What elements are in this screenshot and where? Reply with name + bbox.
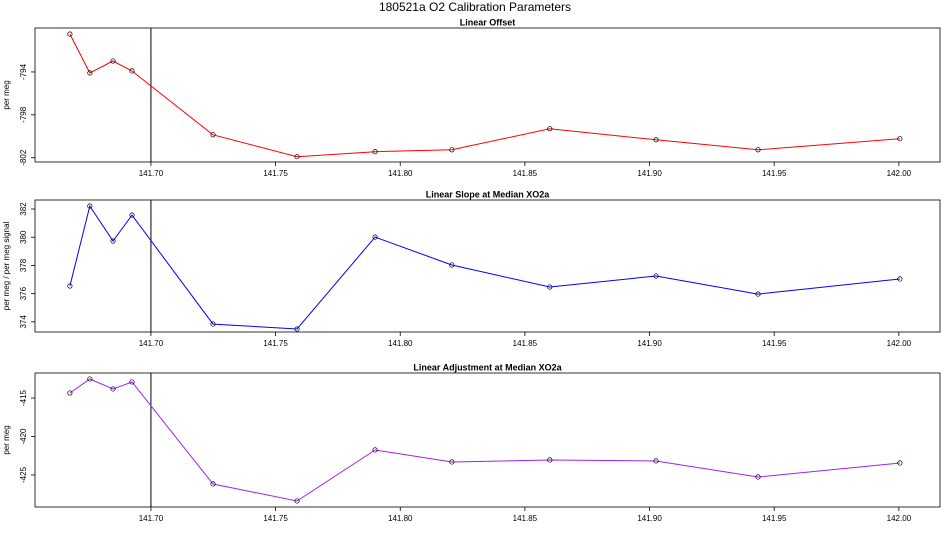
y-tick-label: 374	[19, 315, 28, 329]
data-point	[755, 147, 761, 153]
data-point	[755, 474, 761, 480]
x-tick-label: 141.80	[388, 514, 413, 523]
data-point	[547, 284, 553, 290]
data-point	[87, 203, 93, 209]
data-point	[210, 132, 216, 138]
data-point	[897, 136, 903, 142]
y-tick-label: -425	[19, 466, 28, 483]
y-tick-label: -415	[19, 389, 28, 406]
data-point	[653, 137, 659, 143]
x-tick-label: 142.00	[887, 514, 912, 523]
x-tick-label: 142.00	[887, 169, 912, 178]
panel-title: Linear Offset	[460, 17, 516, 27]
data-point	[129, 379, 135, 385]
y-tick-label: 376	[19, 286, 28, 300]
data-point	[67, 283, 73, 289]
x-tick-label: 141.80	[388, 339, 413, 348]
data-point	[110, 386, 116, 392]
data-point	[372, 234, 378, 240]
series-line	[69, 33, 900, 158]
data-point	[210, 481, 216, 487]
x-tick-label: 141.70	[139, 169, 164, 178]
x-tick-label: 141.75	[263, 339, 288, 348]
panel-title: Linear Adjustment at Median XO2a	[413, 362, 562, 372]
x-tick-label: 142.00	[887, 339, 912, 348]
y-axis-label: per meg / per meg signal	[2, 222, 11, 311]
y-tick-label: -794	[19, 63, 28, 80]
data-point	[653, 458, 659, 464]
data-point	[449, 262, 455, 268]
x-tick-label: 141.70	[139, 514, 164, 523]
page-title: 180521a O2 Calibration Parameters	[379, 0, 571, 14]
x-tick-label: 141.95	[762, 514, 787, 523]
data-point	[449, 147, 455, 153]
x-tick-label: 141.95	[762, 339, 787, 348]
x-tick-label: 141.90	[637, 339, 662, 348]
data-point	[294, 326, 300, 332]
panel-title: Linear Slope at Median XO2a	[426, 189, 551, 199]
data-point	[67, 31, 73, 37]
y-tick-label: 380	[19, 230, 28, 244]
data-point	[87, 376, 93, 382]
data-point	[653, 273, 659, 279]
data-point	[372, 149, 378, 155]
data-point	[129, 212, 135, 218]
data-point	[129, 68, 135, 74]
plot-frame	[34, 372, 941, 508]
y-tick-label: 378	[19, 258, 28, 272]
x-tick-label: 141.85	[513, 339, 538, 348]
data-point	[755, 291, 761, 297]
x-tick-label: 141.85	[513, 514, 538, 523]
x-tick-label: 141.90	[637, 169, 662, 178]
data-point	[897, 276, 903, 282]
x-tick-label: 141.85	[513, 169, 538, 178]
data-point	[210, 321, 216, 327]
y-axis-label: per meg	[2, 425, 11, 454]
data-point	[67, 390, 73, 396]
data-point	[294, 498, 300, 504]
plot-frame	[34, 27, 941, 163]
data-point	[110, 58, 116, 64]
y-axis-label: per meg	[2, 80, 11, 109]
x-tick-label: 141.70	[139, 339, 164, 348]
plot-frame	[34, 199, 941, 333]
x-tick-label: 141.95	[762, 169, 787, 178]
x-tick-label: 141.90	[637, 514, 662, 523]
data-point	[294, 154, 300, 160]
data-point	[110, 238, 116, 244]
data-point	[449, 459, 455, 465]
x-tick-label: 141.75	[263, 169, 288, 178]
data-point	[87, 70, 93, 76]
data-point	[372, 447, 378, 453]
x-tick-label: 141.80	[388, 169, 413, 178]
series-line	[69, 204, 900, 330]
data-point	[547, 126, 553, 132]
y-tick-label: -420	[19, 428, 28, 445]
series-line	[69, 378, 900, 502]
y-tick-label: 382	[19, 202, 28, 216]
data-point	[547, 457, 553, 463]
data-point	[897, 460, 903, 466]
y-tick-label: -798	[19, 106, 28, 123]
y-tick-label: -802	[19, 149, 28, 166]
x-tick-label: 141.75	[263, 514, 288, 523]
